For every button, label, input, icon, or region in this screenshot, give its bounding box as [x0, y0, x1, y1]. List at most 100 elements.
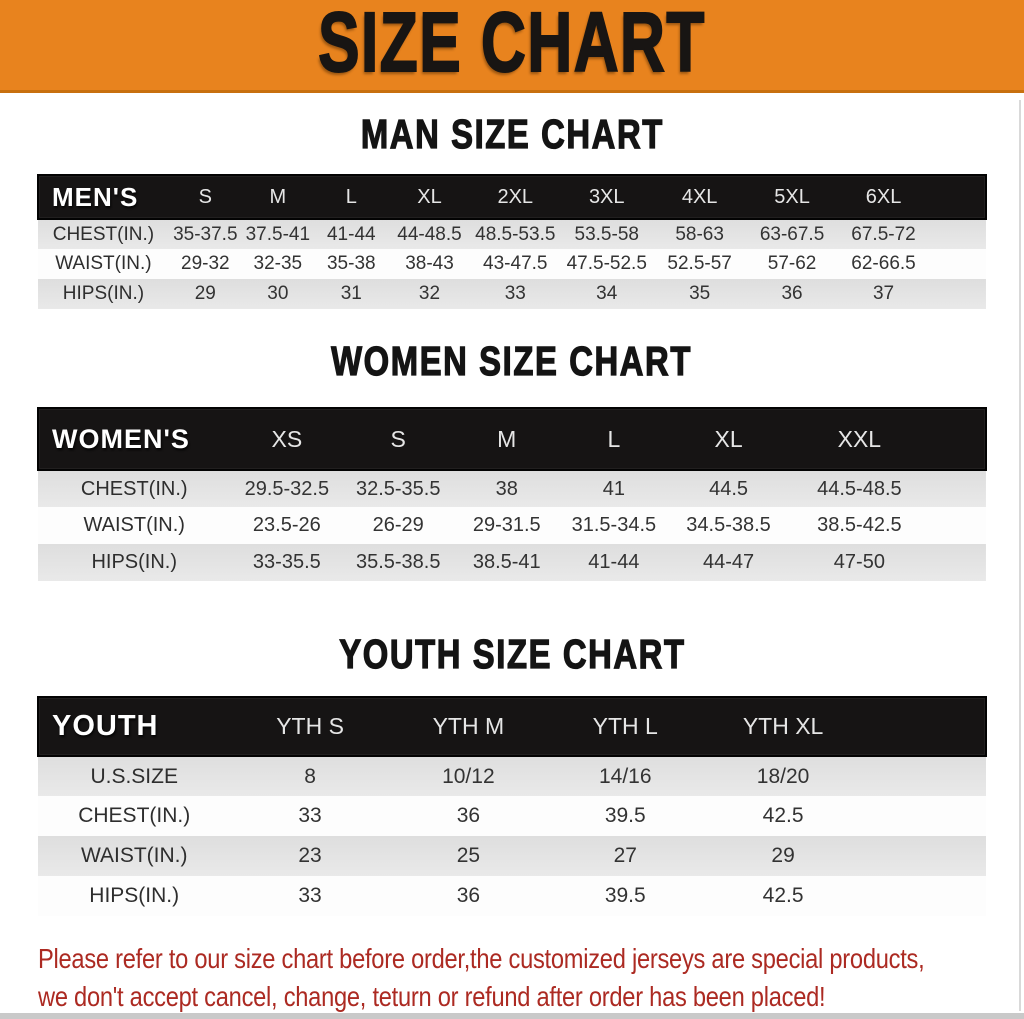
- column-header: YTH XL: [742, 713, 824, 739]
- size-value: 35.5-38.5: [355, 551, 441, 573]
- size-value: 44-47: [702, 551, 755, 573]
- header-spacer: [863, 697, 986, 756]
- row-spacer: [929, 249, 986, 279]
- row-spacer: [929, 219, 986, 249]
- table-header-label: WOMEN'S: [52, 423, 190, 454]
- row-spacer: [929, 544, 986, 581]
- size-value: 38.5-42.5: [817, 514, 902, 536]
- size-value: 27: [613, 844, 637, 867]
- column-header: L: [607, 425, 621, 452]
- row-spacer: [929, 279, 986, 309]
- column-header: XL: [714, 425, 743, 452]
- size-value: 23.5-26: [252, 514, 321, 536]
- row-label: CHEST(IN.): [52, 223, 155, 245]
- table-header-row: WOMEN'S XS S M L XL XXL: [38, 408, 986, 470]
- youth-size-table: YOUTH YTH S YTH M YTH L YTH XL U.S.SIZE …: [37, 696, 987, 916]
- header-spacer: [929, 408, 986, 470]
- column-header: 4XL: [681, 185, 718, 208]
- size-value: 39.5: [604, 884, 646, 907]
- size-value: 67.5-72: [851, 223, 916, 245]
- row-label: HIPS(IN.): [91, 551, 177, 573]
- column-header: YTH L: [592, 713, 658, 739]
- size-value: 52.5-57: [667, 253, 732, 274]
- size-value: 29: [771, 844, 795, 867]
- row-label: WAIST(IN.): [83, 514, 185, 536]
- size-value: 41-44: [326, 223, 376, 245]
- table-header-label: YOUTH: [52, 710, 159, 742]
- column-header: 5XL: [774, 185, 810, 208]
- table-row: WAIST(IN.) 23 25 27 29: [38, 836, 986, 876]
- column-header: 2XL: [497, 185, 534, 208]
- size-value: 25: [456, 844, 481, 867]
- size-value: 48.5-53.5: [475, 223, 556, 245]
- column-header: S: [198, 185, 212, 208]
- size-value: 23: [298, 844, 322, 867]
- header-spacer: [929, 175, 986, 219]
- table-row: HIPS(IN.) 33 36 39.5 42.5: [38, 876, 986, 916]
- size-value: 41-44: [588, 551, 640, 573]
- size-value: 57-62: [767, 253, 817, 274]
- page-title: SIZE CHART: [317, 0, 706, 89]
- table-header-row: YOUTH YTH S YTH M YTH L YTH XL: [38, 697, 986, 756]
- size-value: 29: [194, 283, 216, 304]
- row-spacer: [929, 507, 986, 544]
- size-value: 30: [267, 283, 289, 304]
- size-value: 32.5-35.5: [355, 477, 441, 500]
- disclaimer-line-1: Please refer to our size chart before or…: [38, 943, 925, 974]
- size-value: 33: [298, 804, 322, 827]
- womens-size-table: WOMEN'S XS S M L XL XXL CHEST(IN.) 29.5-…: [37, 407, 987, 581]
- size-value: 44-48.5: [397, 223, 462, 245]
- bottom-scan-bar: [0, 1013, 1024, 1019]
- row-spacer: [863, 836, 986, 876]
- size-value: 38: [495, 477, 518, 500]
- disclaimer-note: Please refer to our size chart before or…: [38, 940, 1024, 1016]
- table-header-row: MEN'S S M L XL 2XL 3XL 4XL 5XL 6XL: [38, 175, 986, 219]
- size-value: 43-47.5: [483, 253, 548, 274]
- column-header: XXL: [837, 425, 882, 452]
- size-value: 34: [596, 283, 618, 304]
- column-header: L: [345, 185, 357, 208]
- row-spacer: [863, 876, 986, 916]
- size-value: 44.5-48.5: [817, 477, 902, 500]
- table-row: CHEST(IN.) 35-37.5 37.5-41 41-44 44-48.5…: [38, 219, 986, 249]
- size-value: 37: [872, 283, 895, 304]
- row-label: WAIST(IN.): [55, 253, 152, 274]
- size-value: 31: [340, 283, 362, 304]
- size-value: 42.5: [762, 804, 804, 827]
- size-value: 8: [304, 764, 316, 788]
- table-row: WAIST(IN.) 29-32 32-35 35-38 38-43 43-47…: [38, 249, 986, 279]
- size-value: 35-37.5: [173, 223, 238, 245]
- size-value: 29-32: [181, 253, 230, 274]
- table-row: CHEST(IN.) 29.5-32.5 32.5-35.5 38 41 44.…: [38, 470, 986, 507]
- column-header: M: [497, 425, 517, 452]
- size-value: 34.5-38.5: [686, 514, 771, 536]
- size-value: 38.5-41: [472, 551, 541, 573]
- table-header-label: MEN'S: [52, 181, 139, 212]
- size-value: 47.5-52.5: [566, 253, 647, 274]
- row-label: U.S.SIZE: [90, 764, 178, 788]
- size-value: 63-67.5: [759, 223, 825, 245]
- column-header: YTH M: [432, 713, 505, 739]
- size-value: 38-43: [405, 253, 454, 274]
- row-label: CHEST(IN.): [80, 477, 188, 500]
- size-value: 58-63: [675, 223, 724, 245]
- row-label: HIPS(IN.): [62, 283, 145, 304]
- size-value: 36: [456, 884, 481, 907]
- banner: SIZE CHART: [0, 0, 1024, 93]
- size-value: 37.5-41: [245, 223, 311, 245]
- disclaimer-line-2: we don't accept cancel, change, teturn o…: [38, 981, 826, 1012]
- size-value: 32: [418, 283, 441, 304]
- size-value: 33: [504, 283, 526, 304]
- youth-section-title: YOUTH SIZE CHART: [338, 631, 686, 677]
- mens-size-table: MEN'S S M L XL 2XL 3XL 4XL 5XL 6XL CHEST…: [37, 174, 987, 309]
- column-header: YTH S: [276, 713, 344, 739]
- column-header: S: [390, 425, 406, 452]
- table-row: HIPS(IN.) 33-35.5 35.5-38.5 38.5-41 41-4…: [38, 544, 986, 581]
- women-section-title: WOMEN SIZE CHART: [331, 338, 693, 384]
- size-value: 29.5-32.5: [244, 477, 330, 500]
- column-header: XS: [271, 425, 303, 452]
- size-value: 39.5: [604, 804, 646, 827]
- table-row: U.S.SIZE 8 10/12 14/16 18/20: [38, 756, 986, 796]
- column-header: 3XL: [588, 185, 625, 208]
